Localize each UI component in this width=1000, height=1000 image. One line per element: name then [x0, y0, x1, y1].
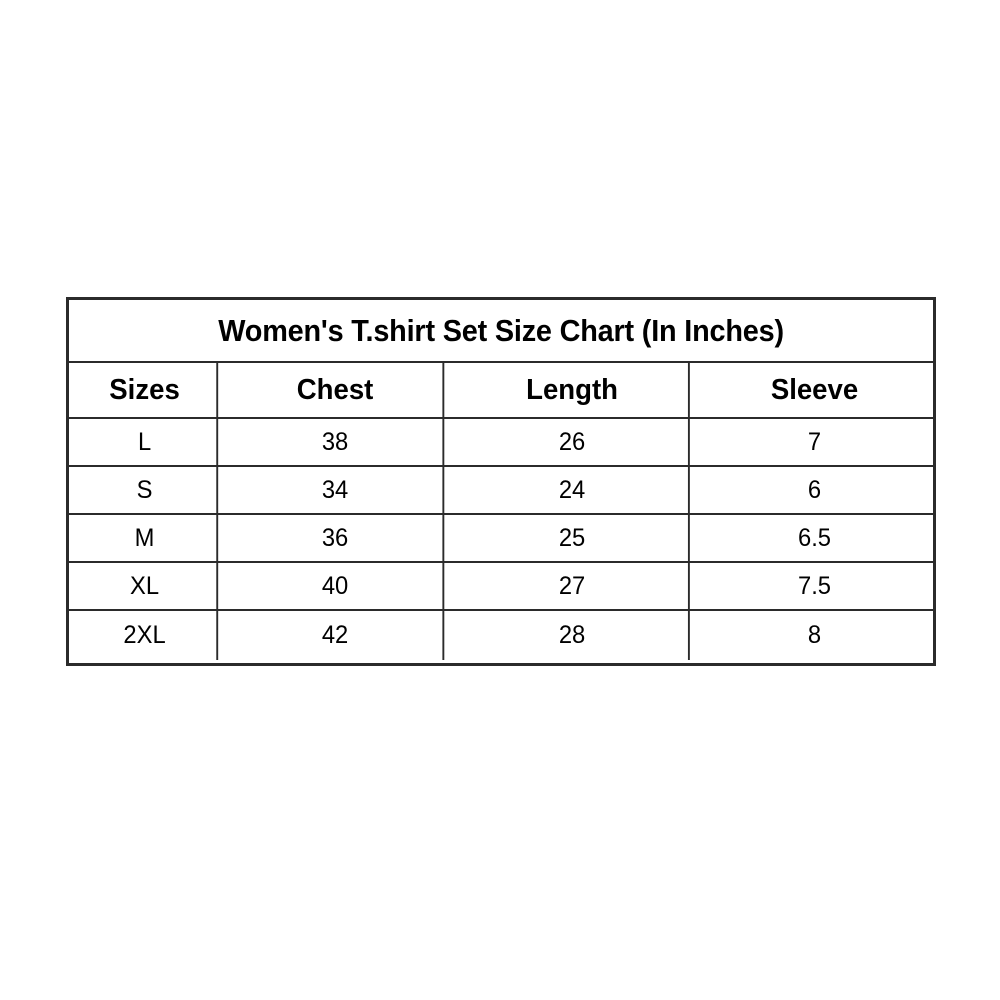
- table-row: XL 40 27 7.5: [69, 563, 933, 611]
- cell-size: 2XL: [73, 611, 219, 660]
- column-header-length: Length: [456, 363, 690, 417]
- table-row: 2XL 42 28 8: [69, 611, 933, 660]
- cell-chest: 38: [228, 419, 445, 465]
- cell-sleeve: 7: [807, 427, 822, 456]
- size-chart-table: Women's T.shirt Set Size Chart (In Inche…: [66, 297, 936, 666]
- table-title: Women's T.shirt Set Size Chart (In Inche…: [218, 313, 784, 348]
- cell-size: S: [73, 467, 219, 513]
- cell-chest: 36: [228, 515, 445, 561]
- cell-size: L: [73, 419, 219, 465]
- column-header-sleeve: Sleeve: [770, 373, 859, 406]
- cell-length: 26: [456, 419, 690, 465]
- table-title-row: Women's T.shirt Set Size Chart (In Inche…: [69, 300, 933, 363]
- cell-length: 24: [456, 467, 690, 513]
- cell-sleeve: 6: [807, 475, 822, 504]
- column-header-chest: Chest: [228, 363, 445, 417]
- cell-chest: 34: [228, 467, 445, 513]
- table-header-row: Sizes Chest Length Sleeve: [69, 363, 933, 419]
- cell-sleeve: 8: [807, 621, 822, 649]
- table-row: M 36 25 6.5: [69, 515, 933, 563]
- cell-length: 25: [456, 515, 690, 561]
- cell-chest: 42: [228, 611, 445, 660]
- cell-length: 27: [456, 563, 690, 609]
- cell-sleeve: 6.5: [797, 523, 832, 552]
- cell-sleeve: 7.5: [797, 571, 832, 600]
- cell-length: 28: [456, 611, 690, 660]
- cell-size: M: [73, 515, 219, 561]
- column-header-sizes: Sizes: [73, 363, 219, 417]
- table-row: L 38 26 7: [69, 419, 933, 467]
- table-row: S 34 24 6: [69, 467, 933, 515]
- cell-chest: 40: [228, 563, 445, 609]
- cell-size: XL: [73, 563, 219, 609]
